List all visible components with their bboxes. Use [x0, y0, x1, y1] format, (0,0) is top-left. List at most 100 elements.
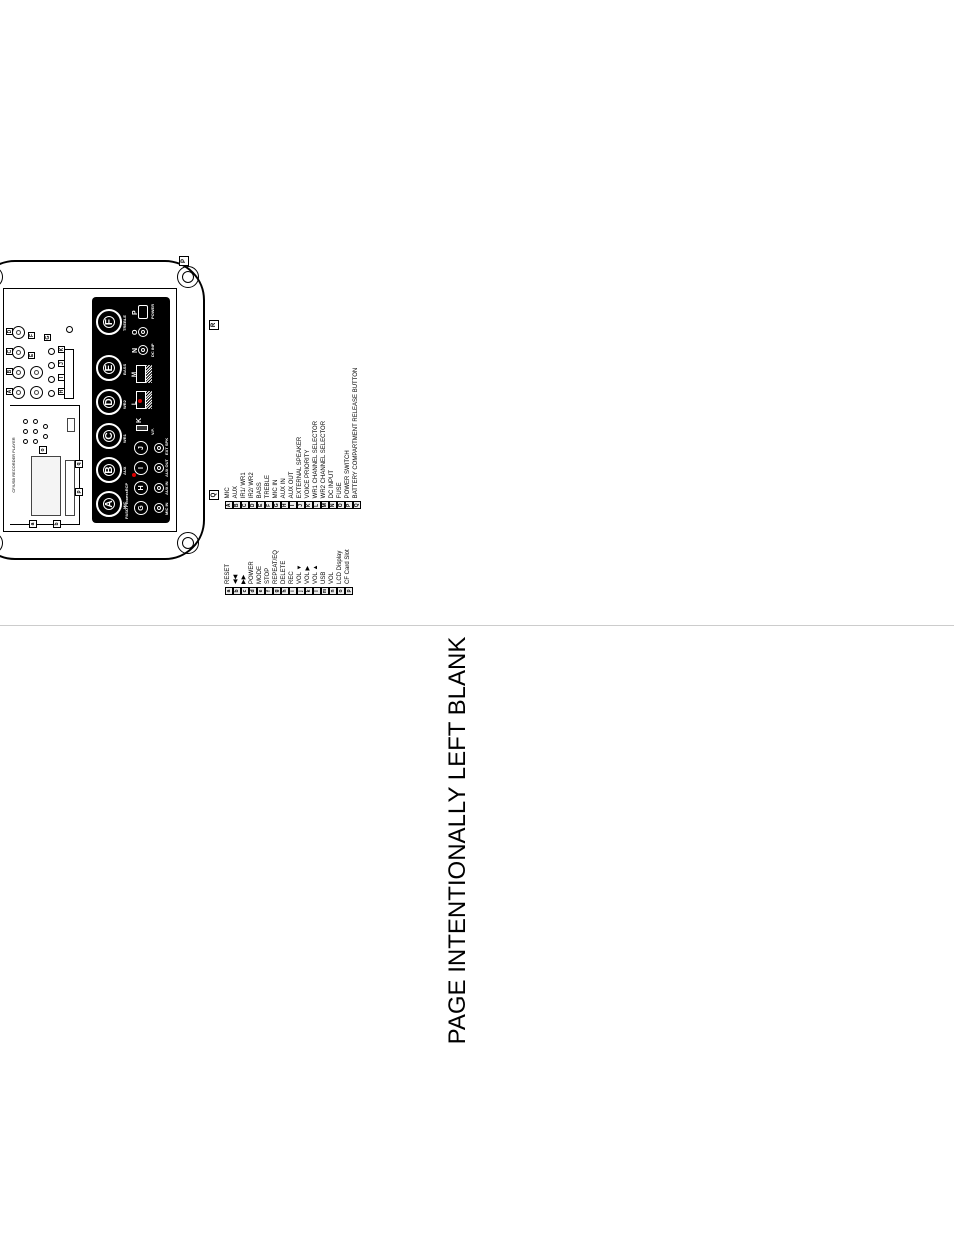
legend-row: DIR2/ WR2 — [249, 368, 257, 510]
legend-col-left: aRESETb◀◀c▶▶dPOWEReMODEfSTOPgREPEAT/EQhD… — [225, 549, 361, 595]
player-button — [43, 424, 48, 429]
legend-id: A — [225, 501, 233, 509]
cf-usb-player: CF/USB RECORDER PLAYER a b o p q — [10, 405, 80, 525]
legend-label: AUX — [233, 486, 241, 498]
jack-label: EXT SPK — [164, 438, 169, 455]
dc-jack — [138, 345, 148, 355]
legend-id: h — [281, 587, 289, 595]
player-button — [23, 439, 28, 444]
legend-row: nVOL — [329, 549, 337, 595]
legend-row: H AUX IN — [281, 368, 289, 510]
legend-label: AUX OUT — [289, 472, 297, 499]
legend-id: a — [225, 587, 233, 595]
legend-id: n — [329, 587, 337, 595]
legend-row: MWR2 CHANNEL SELECTOR — [321, 368, 329, 510]
top-letter: E — [28, 352, 35, 359]
legend-id: f — [265, 587, 273, 595]
label-p: p — [75, 488, 83, 496]
mini-jack — [48, 348, 55, 355]
legend-label: WR2 CHANNEL SELECTOR — [321, 421, 329, 498]
knob-label: WR1 — [122, 434, 127, 443]
vp-label: V.P. — [150, 428, 155, 435]
legend-label: DC INPUT — [329, 470, 337, 498]
legend-row: g REPEAT/EQ — [273, 549, 281, 595]
legend-label: REC — [289, 571, 297, 584]
big-knob-d: D — [96, 389, 122, 415]
fuse-holder — [66, 326, 73, 333]
label-o: o — [39, 446, 47, 454]
top-letter: A — [6, 388, 13, 395]
legend-row: JEXTERNAL SPEAKER — [297, 368, 305, 510]
aux-in-jack — [154, 483, 164, 493]
big-knob-f: F — [96, 309, 122, 335]
top-letter: G — [44, 334, 51, 341]
usb-slot — [67, 418, 75, 432]
legend-row: i REC — [289, 549, 297, 595]
legend-row: LWR1 CHANNEL SELECTOR — [313, 368, 321, 510]
legend-label: MIC IN — [273, 480, 281, 499]
player-button — [33, 419, 38, 424]
legend-id: g — [273, 587, 281, 595]
legend-id: c — [241, 587, 249, 595]
legend-label: EXTERNAL SPEAKER — [297, 437, 305, 498]
lower-black-panel: PASO ProcessRCP A B C D E F MIC AUX WR1 … — [92, 297, 170, 523]
legend-id: Q — [353, 501, 361, 509]
legend-row: EBASS — [257, 368, 265, 510]
legend-label: AUX IN — [281, 478, 289, 498]
legend-label: DELETE — [281, 561, 289, 584]
fuse — [138, 327, 148, 337]
knob-label: MIC — [122, 502, 127, 509]
legend-id: D — [249, 501, 257, 509]
legend-label: STOP — [265, 568, 273, 584]
legend-label: IR1/ WR1 — [241, 472, 249, 498]
legend-id: H — [281, 501, 289, 509]
legend-id: b — [233, 587, 241, 595]
legend-row: pCF Card Slot — [345, 549, 353, 595]
aux-out-jack — [154, 463, 164, 473]
legend-id: j — [297, 587, 305, 595]
knob-label: BASS — [122, 364, 127, 375]
knob — [30, 366, 43, 379]
mini-jack — [48, 376, 55, 383]
callout-q: Q — [209, 490, 219, 500]
legend-row: QBATTERY COMPARTMENT RELEASE BUTTON — [353, 368, 361, 510]
hatch — [146, 391, 152, 409]
legend-row: B AUX — [233, 368, 241, 510]
corner-screw — [177, 532, 199, 554]
legend-row: oLCD Display — [337, 549, 345, 595]
legend-id: o — [337, 587, 345, 595]
jack-label: AUX OUT — [164, 459, 169, 477]
legend-id: K — [305, 501, 313, 509]
legend-row: aRESET — [225, 549, 233, 595]
red-indicator — [138, 399, 142, 403]
callout-r: R — [209, 320, 219, 330]
letter-p: P — [132, 310, 139, 315]
ext-spk-jack — [154, 443, 164, 453]
legend-row: PPOWER SWITCH — [345, 368, 353, 510]
circ-i: I — [134, 461, 148, 475]
legend-row: AMIC — [225, 368, 233, 510]
legend-label: VOL ▲ — [313, 565, 321, 584]
player-button — [33, 439, 38, 444]
letter-l: L — [132, 401, 138, 405]
dc-label: DC INP — [150, 343, 155, 357]
legend-label: FUSE — [337, 482, 345, 498]
legend-row: lVOL ▲ — [313, 549, 321, 595]
legend-id: i — [289, 587, 297, 595]
legend-row: d POWER — [249, 549, 257, 595]
knob — [12, 346, 25, 359]
letter-m: M — [132, 372, 138, 377]
legend-label: POWER — [249, 561, 257, 584]
player-title: CF/USB RECORDER PLAYER — [10, 406, 18, 524]
legend-id: k — [305, 587, 313, 595]
mic-in-jack — [154, 503, 164, 513]
power-label: POWER — [150, 304, 155, 319]
red-indicator — [132, 473, 136, 477]
legend-row: kVOL ▶ — [305, 549, 313, 595]
legend-id: d — [249, 587, 257, 595]
legend-id: B — [233, 501, 241, 509]
legend-id: e — [257, 587, 265, 595]
legend-id: C — [241, 501, 249, 509]
legend-label: REPEAT/EQ — [273, 550, 281, 584]
player-button — [33, 429, 38, 434]
